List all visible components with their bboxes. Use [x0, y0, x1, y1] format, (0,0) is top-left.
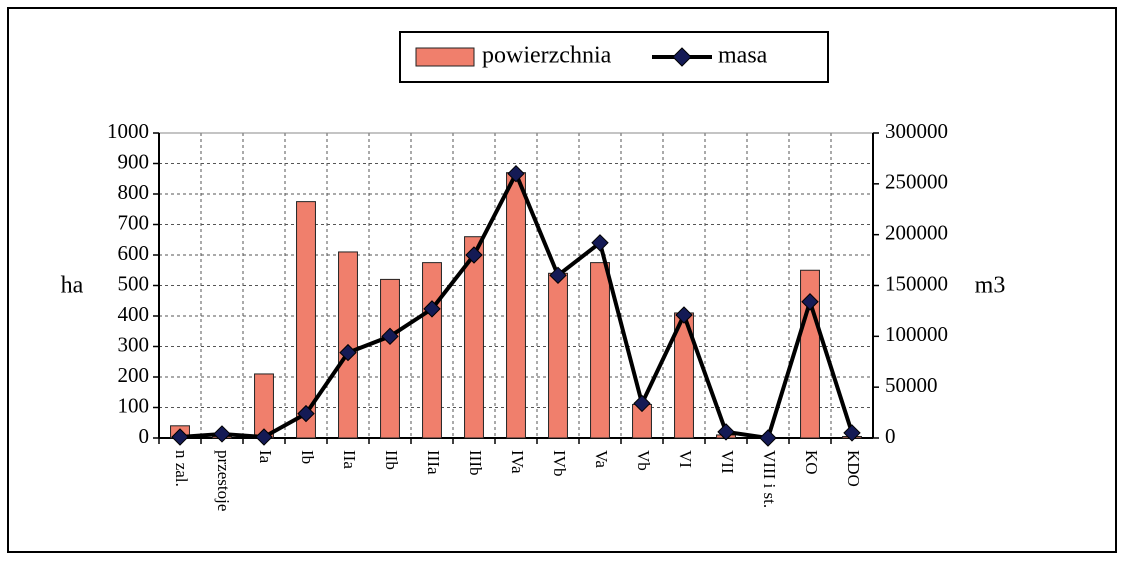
y-tick-label: 900	[118, 149, 150, 173]
x-tick-label: VIII i st.	[760, 450, 779, 508]
bar	[590, 262, 610, 439]
x-tick-label: Ia	[256, 450, 275, 464]
marker	[507, 164, 525, 183]
y2-tick-label: 50000	[885, 373, 938, 397]
bar	[506, 172, 526, 439]
y-axis-label: ha	[61, 273, 84, 299]
bar	[380, 278, 400, 439]
y-tick-label: 1000	[107, 119, 149, 143]
x-tick-label: Va	[592, 450, 611, 468]
marker	[381, 327, 399, 346]
marker	[717, 423, 735, 441]
marker	[549, 266, 567, 285]
x-tick-label: n zal.	[172, 450, 191, 487]
legend-swatch	[415, 47, 475, 67]
marker	[801, 293, 819, 311]
x-tick-label: IIa	[340, 450, 359, 469]
bar	[296, 201, 316, 439]
x-tick-label: IIb	[382, 450, 401, 470]
y-tick-label: 400	[118, 302, 150, 326]
y2-tick-label: 200000	[885, 220, 948, 244]
y2-axis-label: m3	[975, 273, 1006, 299]
bar	[548, 272, 568, 439]
x-tick-label: Vb	[634, 450, 653, 471]
x-tick-label: IIIb	[466, 450, 485, 475]
y-tick-label: 0	[139, 424, 150, 448]
y-tick-label: 500	[118, 271, 150, 295]
marker	[759, 429, 777, 447]
bar	[422, 262, 442, 439]
marker	[255, 428, 273, 446]
marker	[213, 425, 231, 443]
bar	[464, 236, 484, 439]
marker	[465, 246, 483, 264]
y2-tick-label: 150000	[885, 271, 948, 295]
legend-marker	[672, 47, 692, 67]
y2-tick-label: 300000	[885, 119, 948, 143]
y-tick-label: 200	[118, 363, 150, 387]
x-tick-label: przestoje	[214, 450, 233, 511]
y-tick-label: 100	[118, 393, 150, 417]
marker	[633, 394, 651, 413]
x-tick-label: IVb	[550, 450, 569, 476]
legend-label: masa	[718, 43, 768, 69]
y2-tick-label: 0	[885, 424, 896, 448]
x-tick-label: Ib	[298, 450, 317, 464]
y-tick-label: 300	[118, 332, 150, 356]
marker	[297, 404, 315, 423]
x-tick-label: VII	[718, 450, 737, 474]
x-tick-label: VI	[676, 450, 695, 468]
x-tick-label: IVa	[508, 450, 527, 474]
x-tick-label: KDO	[844, 450, 863, 487]
marker	[843, 424, 861, 442]
legend-label: powierzchnia	[482, 43, 612, 69]
marker	[423, 300, 441, 318]
marker	[171, 428, 189, 446]
y-tick-label: 700	[118, 210, 150, 234]
y-tick-label: 800	[118, 180, 150, 204]
y2-tick-label: 250000	[885, 170, 948, 194]
y-tick-label: 600	[118, 241, 150, 265]
y2-tick-label: 100000	[885, 322, 948, 346]
marker	[339, 343, 357, 362]
x-tick-label: KO	[802, 450, 821, 475]
x-tick-label: IIIa	[424, 450, 443, 475]
marker	[675, 306, 693, 324]
marker	[591, 234, 609, 252]
